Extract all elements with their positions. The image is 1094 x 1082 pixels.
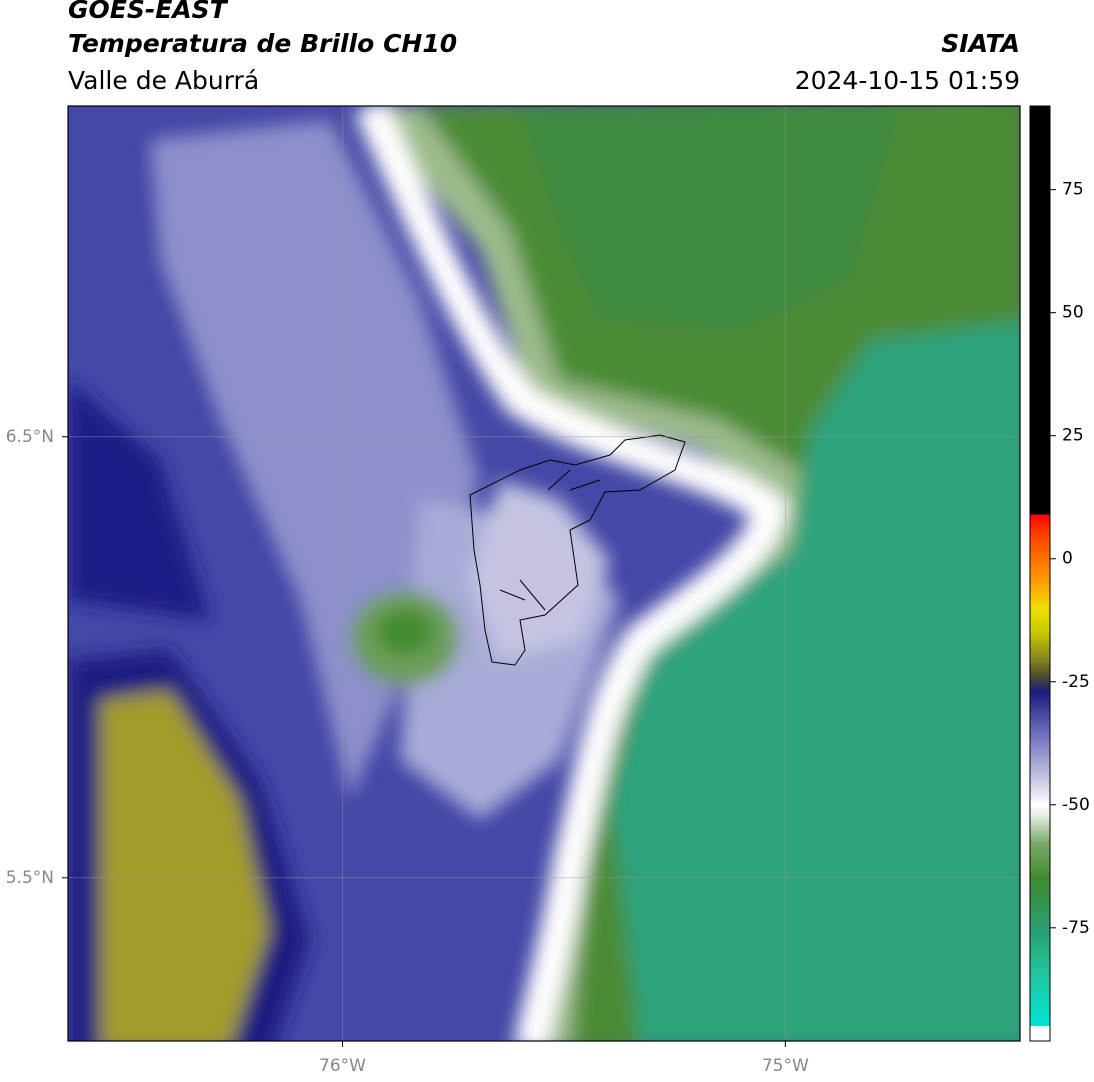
datetime: 2024-10-15 01:59	[795, 66, 1020, 95]
subtitle: Temperatura de Brillo CH10	[68, 29, 457, 58]
colorbar-tick-label: 25	[1062, 426, 1084, 446]
region: Valle de Aburrá	[68, 66, 259, 95]
x-tick-label: 76°W	[319, 1056, 366, 1076]
map-image	[68, 106, 1020, 1041]
colorbar-tick-label: -50	[1062, 795, 1090, 815]
y-tick-label: 6.5°N	[6, 427, 54, 447]
y-tick-label: 5.5°N	[6, 868, 54, 888]
map-frame	[67, 105, 1021, 1042]
colorbar-tick-label: -75	[1062, 918, 1090, 938]
colorbar-tick-label: 0	[1062, 549, 1073, 569]
grid	[68, 106, 1020, 1041]
colorbar-tick-label: -25	[1062, 672, 1090, 692]
colorbar-tick-label: 75	[1062, 180, 1084, 200]
title: GOES-EAST	[68, 0, 229, 24]
colorbar	[1029, 105, 1051, 1042]
x-tick-label: 75°W	[762, 1056, 809, 1076]
colorbar-tick-label: 50	[1062, 303, 1084, 323]
source: SIATA	[941, 29, 1020, 58]
